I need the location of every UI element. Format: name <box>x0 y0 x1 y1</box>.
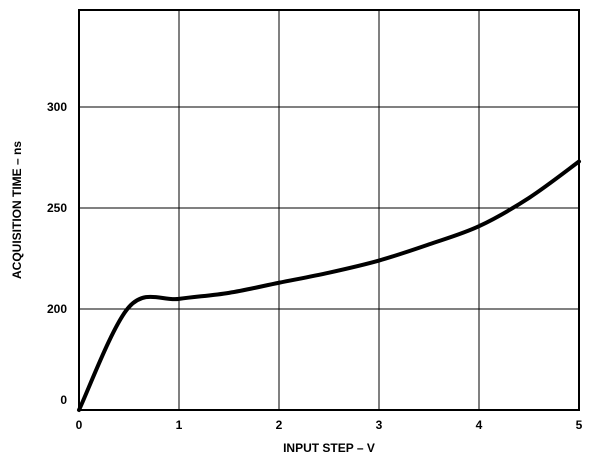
x-tick-label-0: 0 <box>76 418 83 432</box>
series-line-acquisition-time <box>77 159 581 412</box>
y-tick-label-200: 200 <box>47 302 67 316</box>
x-tick-label-4: 4 <box>476 418 483 432</box>
grid-lines <box>79 10 579 410</box>
x-tick-label-2: 2 <box>276 418 283 432</box>
y-axis-title: ACQUISITION TIME – ns <box>10 141 24 279</box>
x-tick-label-1: 1 <box>176 418 183 432</box>
x-tick-label-3: 3 <box>376 418 383 432</box>
tick-labels: 0 1 2 3 4 5 0 200 250 300 <box>47 100 583 432</box>
y-tick-label-0: 0 <box>60 393 67 407</box>
x-axis-title: INPUT STEP – V <box>283 441 375 455</box>
plot-frame <box>78 9 580 411</box>
y-tick-label-250: 250 <box>47 201 67 215</box>
y-tick-label-300: 300 <box>47 100 67 114</box>
x-tick-label-5: 5 <box>576 418 583 432</box>
